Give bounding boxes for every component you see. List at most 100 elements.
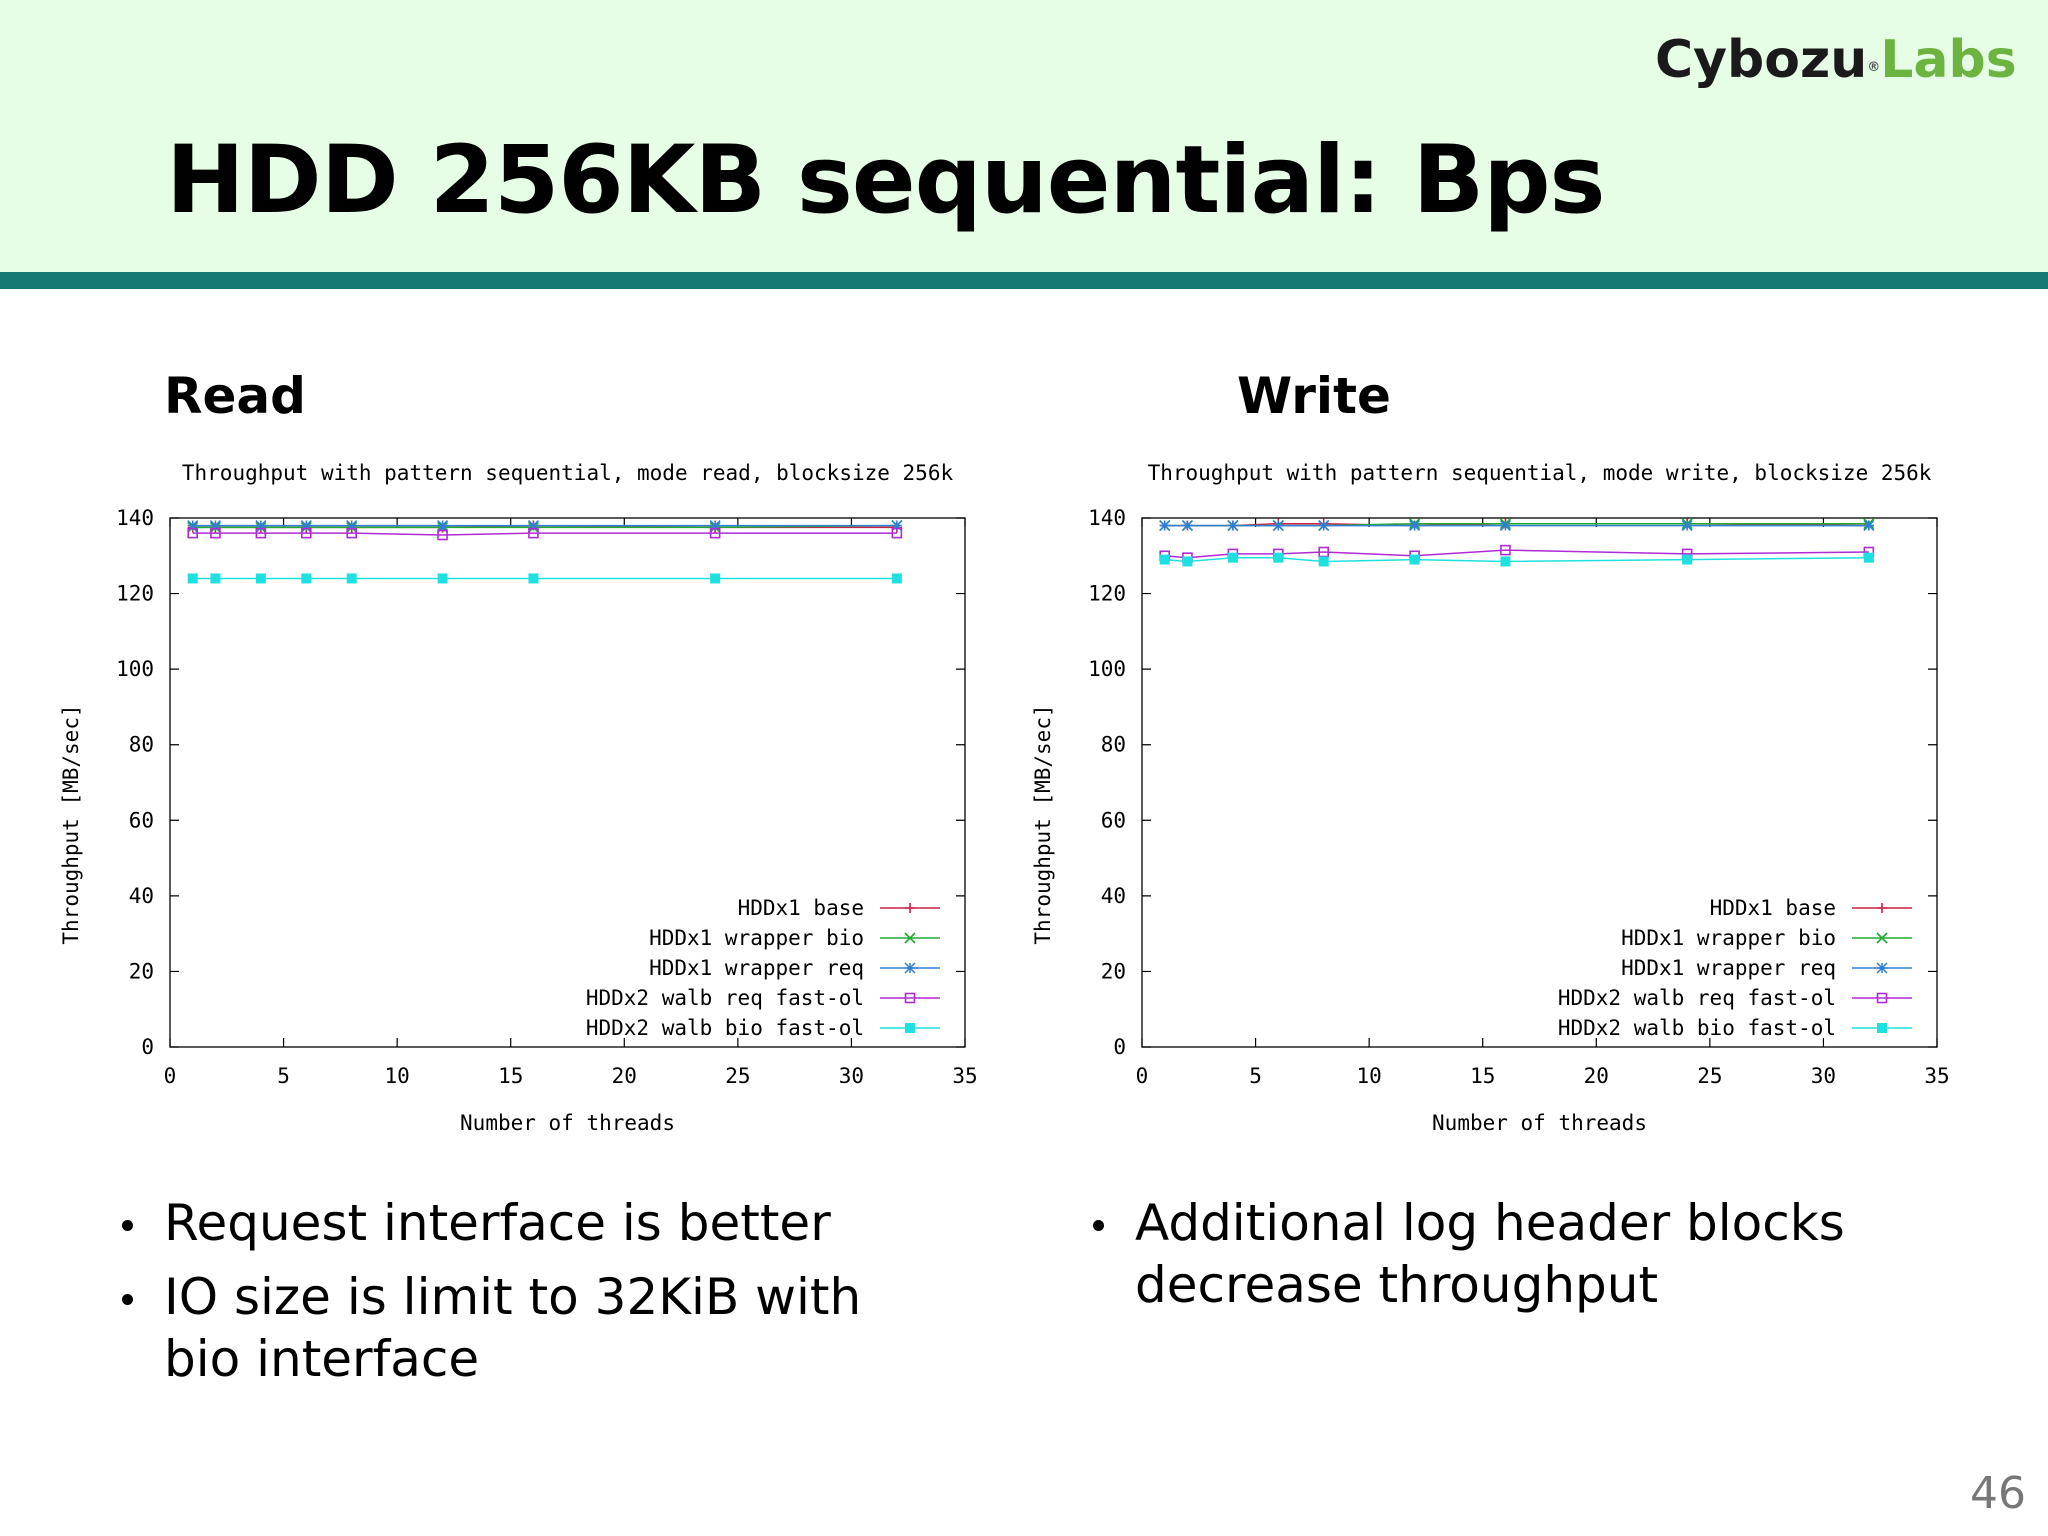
series-line xyxy=(1164,549,1869,559)
y-tick-label: 40 xyxy=(129,884,154,908)
x-tick-label: 10 xyxy=(384,1064,409,1088)
series-2 xyxy=(187,519,903,534)
legend-label: HDDx1 wrapper bio xyxy=(649,926,864,950)
x-axis-label: Number of threads xyxy=(460,1111,675,1135)
legend-marker xyxy=(904,962,916,974)
x-tick-label: 20 xyxy=(1584,1064,1609,1088)
legend-label: HDDx1 wrapper req xyxy=(1621,956,1836,980)
x-tick-label: 15 xyxy=(1470,1064,1495,1088)
data-point xyxy=(301,573,312,584)
data-point xyxy=(437,520,449,532)
series-5 xyxy=(1159,552,1874,567)
legend-marker xyxy=(1877,1023,1887,1033)
series-5 xyxy=(187,573,902,584)
legend-marker xyxy=(1876,992,1888,1004)
legend-label: HDDx2 walb bio fast-ol xyxy=(586,1016,864,1040)
x-tick-label: 5 xyxy=(277,1064,290,1088)
series-4 xyxy=(187,527,903,541)
data-point xyxy=(1499,520,1511,532)
x-tick-label: 15 xyxy=(498,1064,523,1088)
series-4 xyxy=(1159,544,1875,563)
legend-marker xyxy=(1876,932,1888,944)
data-point xyxy=(210,573,221,584)
data-point xyxy=(1159,520,1171,532)
read-bullet-item: Request interface is better xyxy=(122,1192,952,1254)
data-point xyxy=(891,527,903,539)
data-point xyxy=(1863,552,1874,563)
legend-label: HDDx1 wrapper req xyxy=(649,956,864,980)
slide-header xyxy=(0,0,2048,272)
data-point xyxy=(1682,554,1693,565)
x-tick-label: 30 xyxy=(839,1064,864,1088)
legend-marker xyxy=(905,903,915,913)
legend: HDDx1 base HDDx1 wrapper bio HDDx1 wrapper… xyxy=(586,896,940,1040)
data-point xyxy=(1227,520,1239,532)
data-point xyxy=(346,520,358,532)
y-tick-label: 40 xyxy=(1101,884,1126,908)
read-bullet-list: Request interface is better IO size is l… xyxy=(122,1192,952,1402)
data-point xyxy=(210,527,221,539)
legend-marker xyxy=(904,992,916,1004)
data-point xyxy=(528,527,539,539)
series-3 xyxy=(187,520,903,532)
plot-frame xyxy=(1141,517,1938,1048)
data-point xyxy=(187,527,199,539)
data-point xyxy=(187,573,198,584)
write-bullet-list: Additional log header blocks decrease th… xyxy=(1093,1192,1923,1328)
data-point xyxy=(1273,552,1284,563)
page-number: 46 xyxy=(1970,1468,2026,1519)
series-line xyxy=(192,532,897,536)
plot-frame xyxy=(169,517,966,1048)
legend-marker xyxy=(904,932,916,944)
data-point xyxy=(300,520,312,532)
data-point xyxy=(437,529,448,541)
y-tick-label: 100 xyxy=(116,657,154,681)
data-point xyxy=(891,520,903,532)
x-tick-label: 35 xyxy=(952,1064,977,1088)
y-axis-label: Throughput [MB/sec] xyxy=(59,704,83,944)
x-tick-label: 25 xyxy=(1697,1064,1722,1088)
data-point xyxy=(1500,556,1511,567)
legend-label: HDDx1 base xyxy=(1710,896,1836,920)
logo-text-cybozu: Cybozu xyxy=(1655,30,1868,90)
read-panel-title: Read xyxy=(164,367,306,425)
data-point xyxy=(255,527,267,539)
data-point xyxy=(209,520,221,532)
data-point xyxy=(346,573,357,584)
x-axis-label: Number of threads xyxy=(1432,1111,1647,1135)
legend-label: HDDx2 walb req fast-ol xyxy=(1558,986,1836,1010)
data-point xyxy=(346,527,358,539)
data-point xyxy=(891,573,902,584)
data-point xyxy=(1409,520,1421,532)
y-tick-label: 60 xyxy=(1101,808,1126,832)
read-throughput-chart: Throughput with pattern sequential, mode… xyxy=(59,461,978,1135)
data-point xyxy=(437,573,448,584)
y-tick-label: 20 xyxy=(129,959,154,983)
data-point xyxy=(255,520,267,532)
data-point xyxy=(1318,556,1329,567)
x-tick-label: 5 xyxy=(1249,1064,1262,1088)
chart-title: Throughput with pattern sequential, mode… xyxy=(182,461,954,485)
legend: HDDx1 base HDDx1 wrapper bio HDDx1 wrapper… xyxy=(1558,896,1912,1040)
data-point xyxy=(1863,520,1875,532)
series-3 xyxy=(1159,520,1875,532)
write-throughput-chart: Throughput with pattern sequential, mode… xyxy=(1031,461,1950,1135)
x-tick-label: 25 xyxy=(725,1064,750,1088)
x-tick-label: 35 xyxy=(1924,1064,1949,1088)
legend-label: HDDx2 walb req fast-ol xyxy=(586,986,864,1010)
data-point xyxy=(710,573,721,584)
data-point xyxy=(527,520,539,532)
data-point xyxy=(1409,554,1420,565)
y-tick-label: 140 xyxy=(1088,506,1126,530)
x-tick-label: 20 xyxy=(612,1064,637,1088)
y-axis-label: Throughput [MB/sec] xyxy=(1031,704,1055,944)
data-point xyxy=(1681,520,1693,532)
data-point xyxy=(1182,556,1193,567)
read-bullet-item: IO size is limit to 32KiB with bio inter… xyxy=(122,1266,952,1390)
x-tick-label: 10 xyxy=(1356,1064,1381,1088)
y-tick-label: 100 xyxy=(1088,657,1126,681)
y-tick-label: 0 xyxy=(1113,1035,1126,1059)
data-point xyxy=(709,527,721,539)
legend-marker xyxy=(1877,903,1887,913)
data-point xyxy=(528,573,539,584)
